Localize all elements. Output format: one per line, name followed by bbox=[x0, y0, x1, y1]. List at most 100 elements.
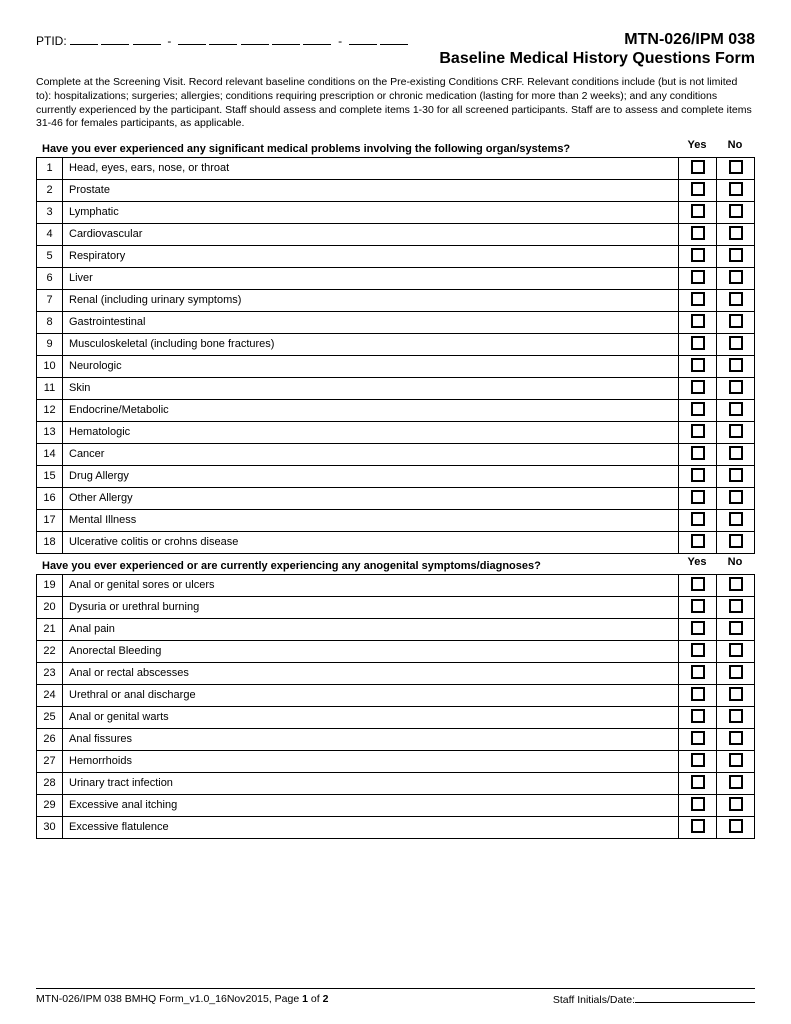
no-cell bbox=[717, 531, 755, 553]
ptid-blank[interactable] bbox=[209, 35, 237, 45]
no-checkbox[interactable] bbox=[729, 270, 743, 284]
no-cell bbox=[717, 333, 755, 355]
yes-checkbox[interactable] bbox=[691, 402, 705, 416]
yes-checkbox[interactable] bbox=[691, 534, 705, 548]
ptid-blank[interactable] bbox=[303, 35, 331, 45]
yes-no-header: Yes No bbox=[677, 556, 755, 568]
yes-checkbox[interactable] bbox=[691, 380, 705, 394]
yes-checkbox[interactable] bbox=[691, 358, 705, 372]
ptid-blank[interactable] bbox=[349, 35, 377, 45]
ptid-label: PTID: bbox=[36, 34, 67, 48]
row-text: Prostate bbox=[63, 179, 679, 201]
no-cell bbox=[717, 179, 755, 201]
no-checkbox[interactable] bbox=[729, 160, 743, 174]
no-checkbox[interactable] bbox=[729, 446, 743, 460]
no-checkbox[interactable] bbox=[729, 424, 743, 438]
no-checkbox[interactable] bbox=[729, 204, 743, 218]
no-checkbox[interactable] bbox=[729, 468, 743, 482]
row-number: 7 bbox=[37, 289, 63, 311]
no-checkbox[interactable] bbox=[729, 226, 743, 240]
yes-checkbox[interactable] bbox=[691, 753, 705, 767]
yes-checkbox[interactable] bbox=[691, 512, 705, 526]
yes-checkbox[interactable] bbox=[691, 797, 705, 811]
row-number: 30 bbox=[37, 816, 63, 838]
no-checkbox[interactable] bbox=[729, 775, 743, 789]
yes-checkbox[interactable] bbox=[691, 314, 705, 328]
table-row: 17Mental Illness bbox=[37, 509, 755, 531]
no-checkbox[interactable] bbox=[729, 621, 743, 635]
yes-checkbox[interactable] bbox=[691, 226, 705, 240]
staff-initials-label: Staff Initials/Date: bbox=[553, 994, 635, 1006]
yes-checkbox[interactable] bbox=[691, 819, 705, 833]
section1-table: 1Head, eyes, ears, nose, or throat2Prost… bbox=[36, 157, 755, 554]
yes-cell bbox=[679, 816, 717, 838]
no-checkbox[interactable] bbox=[729, 314, 743, 328]
no-checkbox[interactable] bbox=[729, 753, 743, 767]
ptid-blank[interactable] bbox=[70, 35, 98, 45]
row-text: Cancer bbox=[63, 443, 679, 465]
table-row: 27Hemorrhoids bbox=[37, 750, 755, 772]
ptid-blank[interactable] bbox=[241, 35, 269, 45]
staff-initials-blank[interactable] bbox=[635, 993, 755, 1003]
no-checkbox[interactable] bbox=[729, 358, 743, 372]
row-number: 12 bbox=[37, 399, 63, 421]
row-text: Anal or genital warts bbox=[63, 706, 679, 728]
no-checkbox[interactable] bbox=[729, 797, 743, 811]
no-checkbox[interactable] bbox=[729, 402, 743, 416]
yes-checkbox[interactable] bbox=[691, 468, 705, 482]
no-cell bbox=[717, 684, 755, 706]
yes-checkbox[interactable] bbox=[691, 204, 705, 218]
ptid-blank[interactable] bbox=[380, 35, 408, 45]
yes-checkbox[interactable] bbox=[691, 446, 705, 460]
table-row: 13Hematologic bbox=[37, 421, 755, 443]
no-checkbox[interactable] bbox=[729, 665, 743, 679]
yes-checkbox[interactable] bbox=[691, 270, 705, 284]
ptid-blank[interactable] bbox=[178, 35, 206, 45]
yes-checkbox[interactable] bbox=[691, 775, 705, 789]
no-checkbox[interactable] bbox=[729, 731, 743, 745]
yes-checkbox[interactable] bbox=[691, 292, 705, 306]
row-number: 17 bbox=[37, 509, 63, 531]
yes-checkbox[interactable] bbox=[691, 599, 705, 613]
yes-checkbox[interactable] bbox=[691, 490, 705, 504]
yes-checkbox[interactable] bbox=[691, 182, 705, 196]
table-row: 16Other Allergy bbox=[37, 487, 755, 509]
no-checkbox[interactable] bbox=[729, 490, 743, 504]
row-number: 29 bbox=[37, 794, 63, 816]
yes-checkbox[interactable] bbox=[691, 336, 705, 350]
no-checkbox[interactable] bbox=[729, 248, 743, 262]
table-row: 14Cancer bbox=[37, 443, 755, 465]
yes-checkbox[interactable] bbox=[691, 424, 705, 438]
no-cell bbox=[717, 421, 755, 443]
yes-cell bbox=[679, 399, 717, 421]
no-checkbox[interactable] bbox=[729, 643, 743, 657]
row-number: 28 bbox=[37, 772, 63, 794]
no-checkbox[interactable] bbox=[729, 709, 743, 723]
yes-checkbox[interactable] bbox=[691, 687, 705, 701]
no-checkbox[interactable] bbox=[729, 577, 743, 591]
table-row: 11Skin bbox=[37, 377, 755, 399]
yes-checkbox[interactable] bbox=[691, 621, 705, 635]
no-cell bbox=[717, 728, 755, 750]
yes-checkbox[interactable] bbox=[691, 577, 705, 591]
yes-checkbox[interactable] bbox=[691, 643, 705, 657]
no-checkbox[interactable] bbox=[729, 599, 743, 613]
no-cell bbox=[717, 706, 755, 728]
ptid-blank[interactable] bbox=[272, 35, 300, 45]
no-checkbox[interactable] bbox=[729, 182, 743, 196]
yes-checkbox[interactable] bbox=[691, 665, 705, 679]
no-checkbox[interactable] bbox=[729, 336, 743, 350]
no-checkbox[interactable] bbox=[729, 819, 743, 833]
ptid-blank[interactable] bbox=[101, 35, 129, 45]
ptid-blank[interactable] bbox=[133, 35, 161, 45]
yes-checkbox[interactable] bbox=[691, 160, 705, 174]
yes-checkbox[interactable] bbox=[691, 248, 705, 262]
yes-cell bbox=[679, 794, 717, 816]
no-checkbox[interactable] bbox=[729, 512, 743, 526]
no-checkbox[interactable] bbox=[729, 687, 743, 701]
no-checkbox[interactable] bbox=[729, 380, 743, 394]
no-checkbox[interactable] bbox=[729, 534, 743, 548]
no-checkbox[interactable] bbox=[729, 292, 743, 306]
yes-checkbox[interactable] bbox=[691, 709, 705, 723]
yes-checkbox[interactable] bbox=[691, 731, 705, 745]
